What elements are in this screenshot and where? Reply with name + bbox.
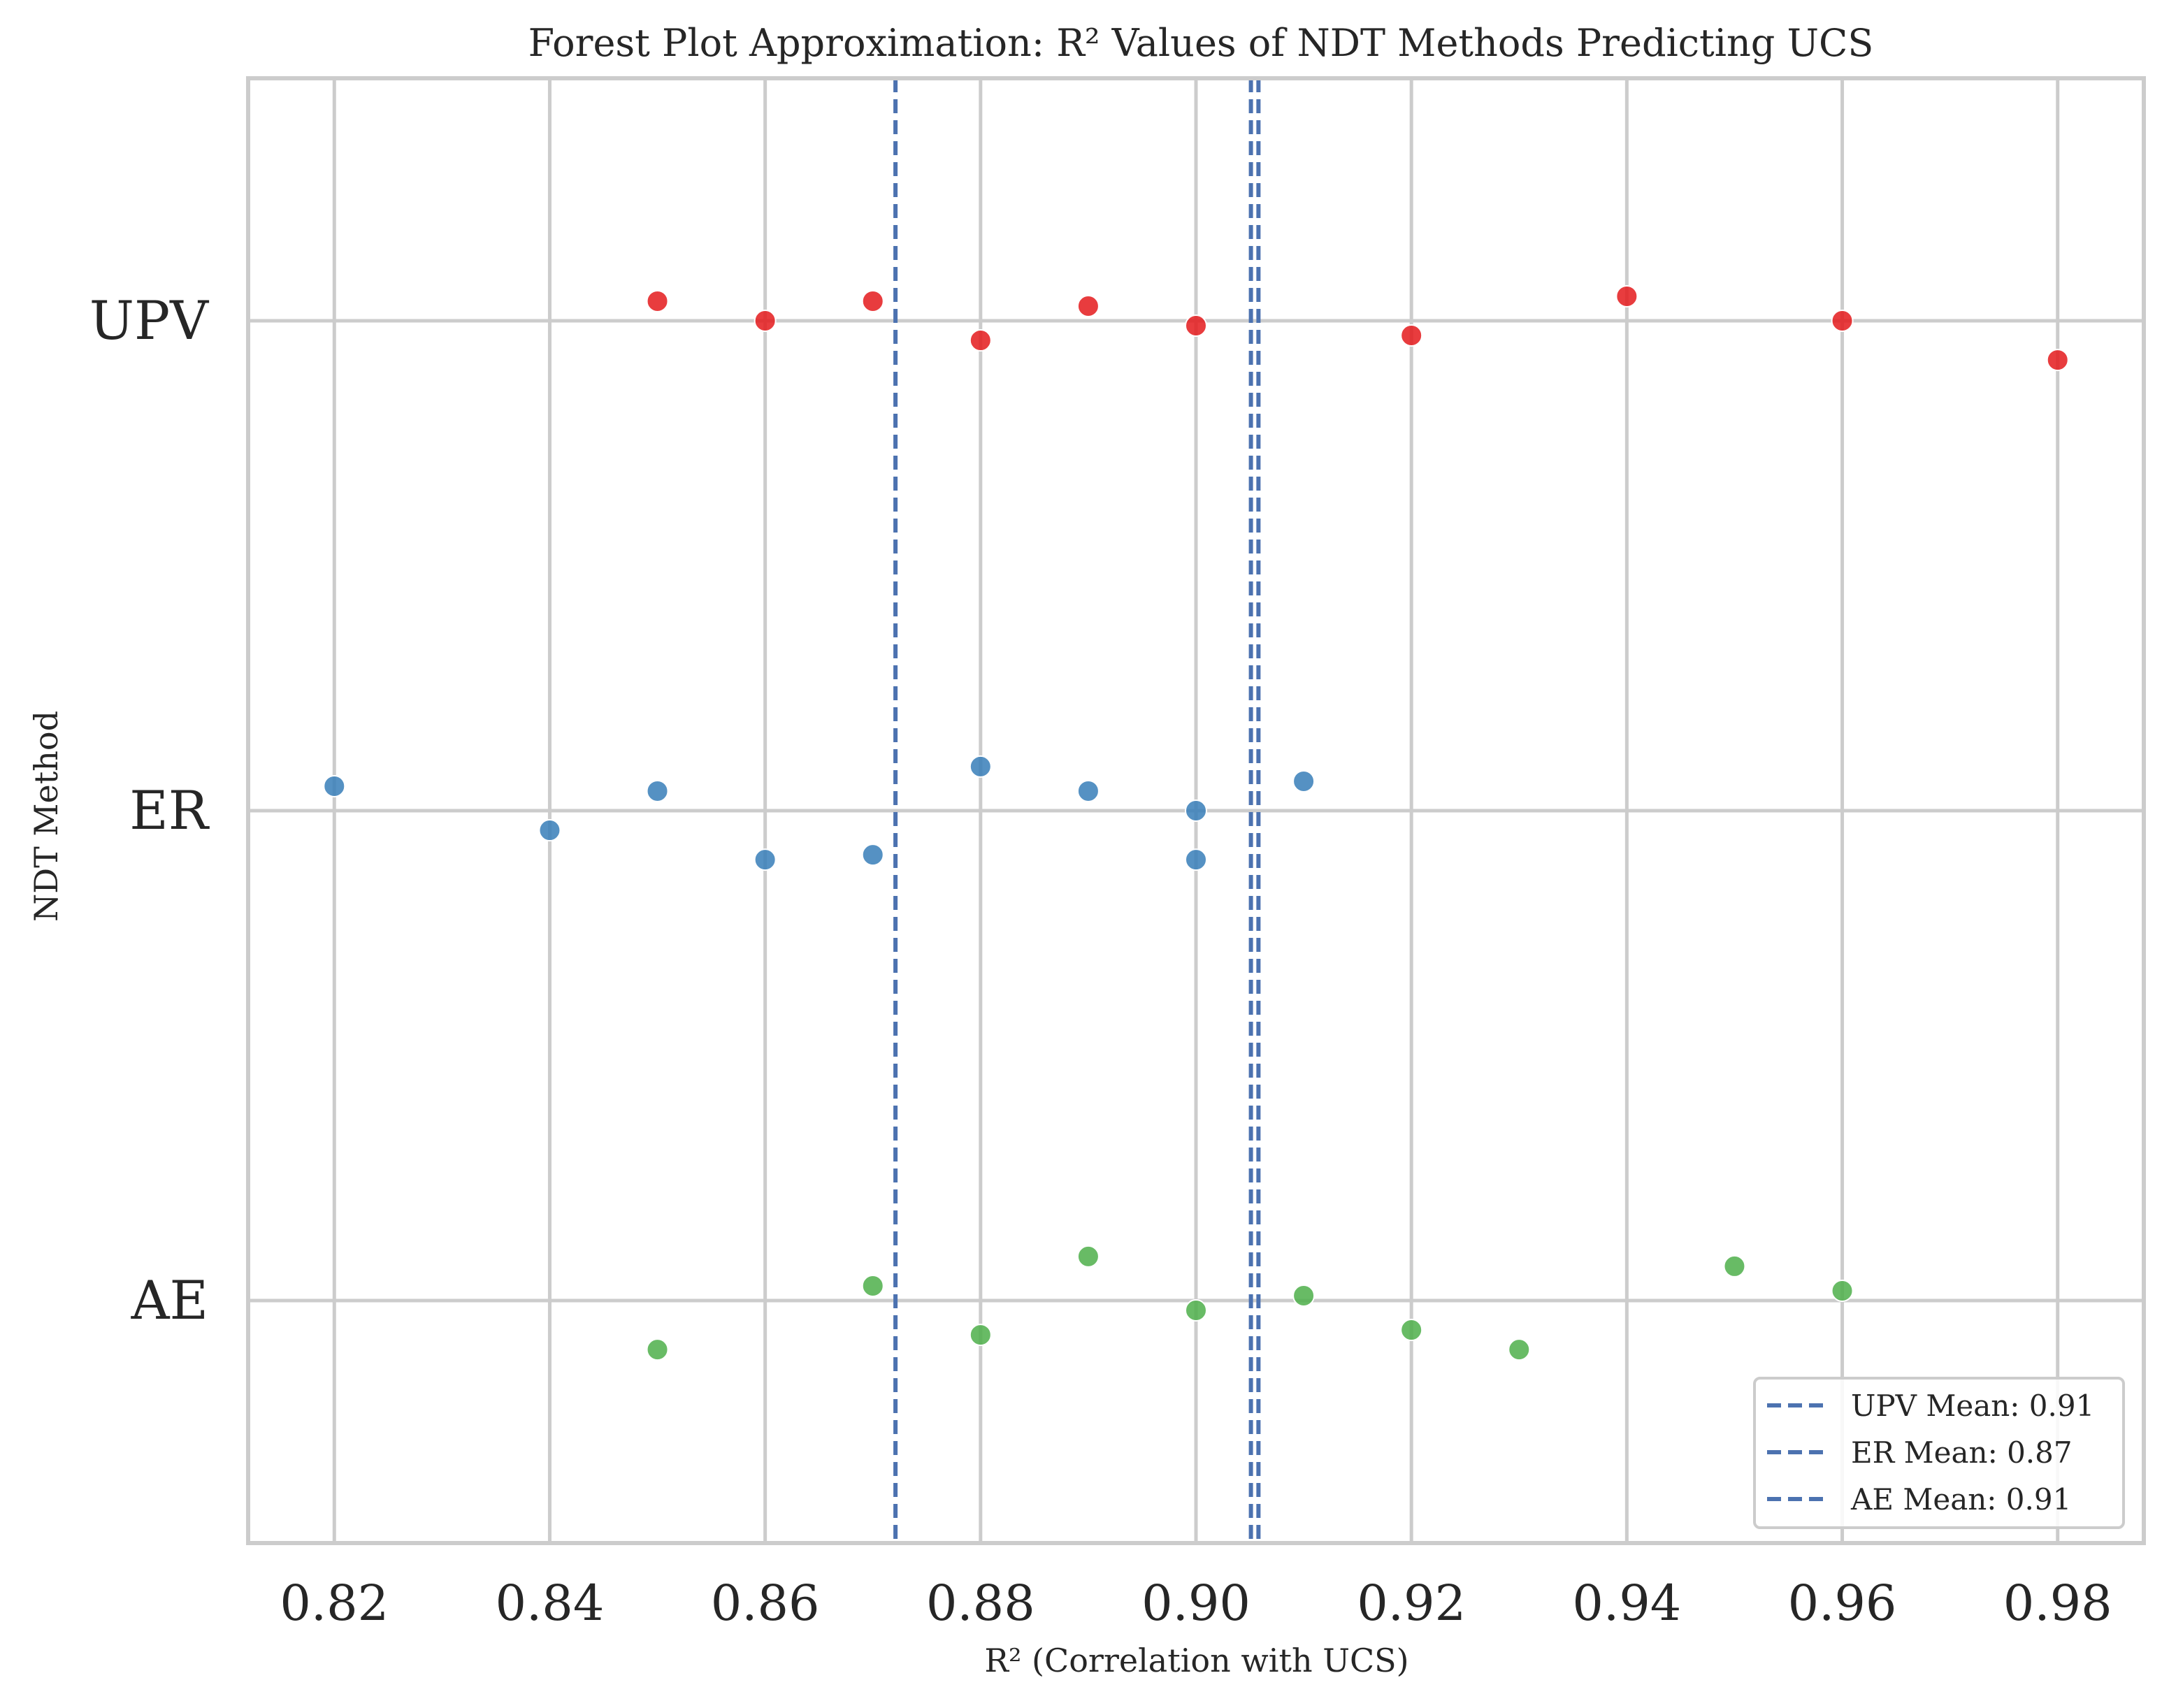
- legend-label: ER Mean: 0.87: [1851, 1435, 2073, 1470]
- data-point-ae: [1400, 1319, 1423, 1342]
- x-tick-labels: 0.82 0.84 0.86 0.88 0.90 0.92 0.94 0.96 0.98: [280, 1575, 2112, 1632]
- legend: UPV Mean: 0.91 ER Mean: 0.87 AE Mean: 0.91: [1753, 1377, 2125, 1529]
- data-point-upv: [2046, 349, 2069, 372]
- y-tick-label-er: ER: [129, 779, 210, 841]
- x-tick-label: 0.90: [1141, 1575, 1251, 1632]
- data-point-ae: [1292, 1284, 1316, 1307]
- legend-box: [1753, 1377, 2125, 1529]
- data-point-er: [538, 819, 561, 842]
- y-tick-labels: UPV ER AE: [89, 289, 210, 1331]
- data-point-upv: [1185, 314, 1207, 338]
- plot-frame: [246, 76, 2146, 1545]
- data-points: [323, 284, 2069, 1361]
- x-tick-label: 0.94: [1572, 1575, 1681, 1632]
- data-point-er: [969, 755, 992, 778]
- data-point-er: [323, 774, 346, 797]
- data-point-upv: [1400, 324, 1423, 347]
- y-tick-label-ae: AE: [131, 1269, 208, 1331]
- data-point-er: [754, 848, 777, 871]
- data-point-upv: [646, 289, 669, 312]
- data-point-er: [646, 779, 669, 802]
- data-point-ae: [1508, 1338, 1531, 1361]
- data-point-er: [1185, 799, 1207, 822]
- data-point-ae: [1831, 1279, 1854, 1302]
- x-tick-label: 0.82: [280, 1575, 389, 1632]
- x-axis-label: R² (Correlation with UCS): [984, 1642, 1408, 1679]
- data-point-ae: [1076, 1245, 1100, 1268]
- y-axis-label: NDT Method: [27, 711, 65, 922]
- data-point-ae: [646, 1338, 669, 1361]
- data-point-upv: [754, 310, 777, 332]
- x-tick-label: 0.84: [496, 1575, 605, 1632]
- data-point-upv: [1615, 284, 1638, 307]
- x-tick-label: 0.98: [2003, 1575, 2112, 1632]
- data-point-upv: [1831, 310, 1854, 332]
- data-point-upv: [861, 289, 884, 312]
- x-tick-label: 0.88: [926, 1575, 1035, 1632]
- data-point-ae: [969, 1324, 992, 1347]
- mean-lines: [893, 78, 1261, 1543]
- data-point-er: [1185, 848, 1207, 871]
- data-point-er: [1076, 779, 1100, 802]
- chart-title: Forest Plot Approximation: R² Values of …: [528, 21, 1874, 65]
- legend-label: AE Mean: 0.91: [1850, 1482, 2071, 1517]
- data-point-ae: [1185, 1299, 1207, 1322]
- data-point-er: [1292, 769, 1316, 793]
- data-point-upv: [969, 329, 992, 352]
- data-point-ae: [1723, 1254, 1746, 1278]
- x-tick-label: 0.96: [1788, 1575, 1897, 1632]
- x-tick-label: 0.92: [1357, 1575, 1466, 1632]
- y-tick-label-upv: UPV: [89, 289, 209, 352]
- data-point-ae: [861, 1274, 884, 1297]
- data-point-er: [861, 844, 884, 867]
- legend-label: UPV Mean: 0.91: [1851, 1389, 2094, 1423]
- x-tick-label: 0.86: [711, 1575, 820, 1632]
- data-point-upv: [1076, 294, 1100, 317]
